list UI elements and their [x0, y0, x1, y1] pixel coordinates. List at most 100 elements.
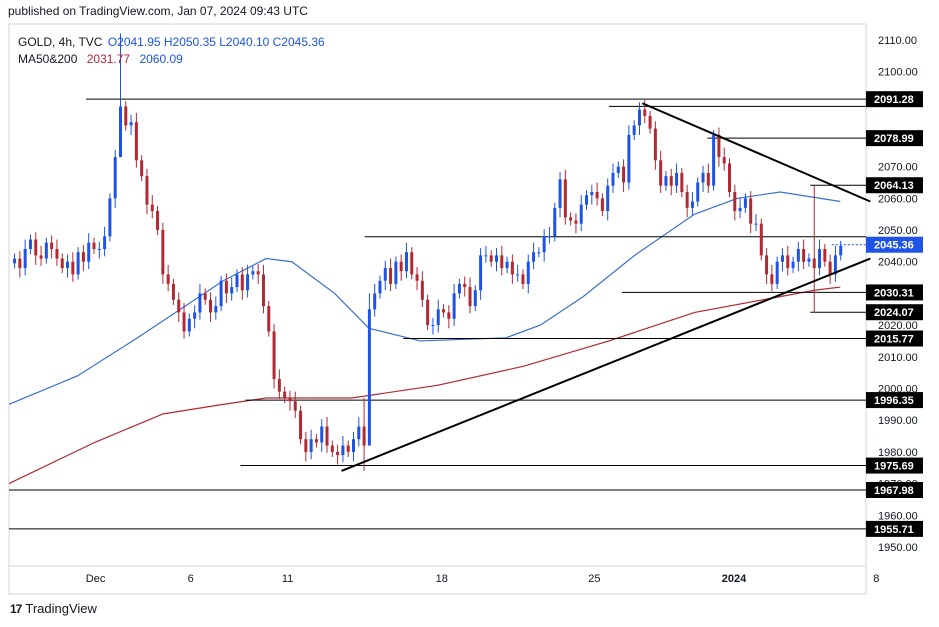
ma-legend[interactable]: MA50&200 2031.77 2060.09 [18, 52, 183, 66]
level-label: 1955.71 [874, 524, 914, 536]
candle-body [516, 274, 520, 276]
candle-body [314, 439, 318, 443]
y-tick-label: 1960.00 [878, 510, 918, 522]
trendlines [341, 102, 871, 472]
candle-body [653, 128, 657, 161]
level-label: 2078.99 [874, 133, 914, 145]
candle-body [161, 230, 165, 275]
candle-body [325, 426, 329, 446]
level-badge [866, 330, 923, 347]
current-price-badge [866, 236, 923, 253]
level-badge [866, 130, 923, 147]
ma200-value: 2031.77 [86, 52, 131, 66]
candle-body [463, 283, 467, 288]
candle-body [828, 261, 832, 275]
candle-body [357, 426, 361, 440]
y-tick-label: 2110.00 [878, 35, 917, 47]
symbol-label: GOLD, 4h, TVC [18, 35, 103, 49]
candle-body [590, 191, 594, 196]
level-badge [866, 481, 923, 498]
candle-body [389, 268, 393, 284]
candle-body [404, 252, 408, 272]
candle-body [219, 280, 223, 307]
candle-body [209, 299, 213, 313]
candle-body [675, 172, 679, 186]
candle-body [124, 106, 128, 126]
level-label: 2030.31 [874, 287, 914, 299]
candle-body [113, 157, 117, 199]
level-label: 2064.13 [874, 180, 914, 192]
candle-body [420, 280, 424, 300]
candle-body [288, 398, 292, 402]
x-tick-label: 18 [436, 573, 448, 585]
tradingview-footer[interactable]: 17 TradingView [10, 601, 97, 616]
candle-body [669, 176, 673, 186]
candle-body [759, 223, 763, 256]
candle-body [627, 134, 631, 183]
candle-body [182, 312, 186, 332]
y-tick-label: 1950.00 [878, 542, 918, 554]
candle-body [415, 274, 419, 281]
candle-body [92, 242, 96, 250]
level-badge [866, 177, 923, 194]
x-tick-label: Dec [86, 573, 106, 585]
level-label: 1996.35 [874, 395, 914, 407]
candle-body [309, 439, 313, 452]
x-tick-label: 2024 [722, 573, 747, 585]
candle-body [129, 122, 133, 126]
y-tick-label: 2010.00 [878, 352, 918, 364]
candle-body [712, 134, 716, 186]
plot-area [8, 23, 867, 595]
y-tick-label: 2040.00 [878, 257, 918, 269]
candle-body [648, 115, 652, 129]
candle-body [833, 255, 837, 275]
candle-body [574, 220, 578, 224]
candle-body [410, 252, 414, 275]
candle-body [733, 191, 737, 212]
candle-body [510, 261, 514, 275]
candle-body [569, 217, 573, 221]
current-price-label: 2045.36 [874, 240, 914, 252]
candle-body [717, 134, 721, 158]
candle-body [616, 166, 620, 173]
y-tick-label: 1990.00 [878, 415, 918, 427]
level-label: 1975.69 [874, 461, 914, 473]
y-tick-label: 2050.00 [878, 225, 918, 237]
candle-body [600, 198, 604, 212]
candle-body [659, 160, 663, 186]
candle-body [66, 261, 70, 269]
candle-body [224, 280, 228, 294]
tradingview-brand: TradingView [25, 601, 97, 616]
candle-body [214, 306, 218, 313]
candle-body [818, 249, 822, 269]
candle-body [542, 236, 546, 253]
candle-body [261, 274, 265, 307]
symbol-legend[interactable]: GOLD, 4h, TVC O2041.95 H2050.35 L2040.10… [18, 35, 325, 49]
candle-body [267, 306, 271, 332]
candle-body [484, 255, 488, 257]
candle-body [558, 179, 562, 208]
candle-body [791, 261, 795, 269]
candle-body [500, 255, 504, 269]
candle-body [320, 426, 324, 443]
candle-body [13, 258, 17, 264]
candle-body [436, 309, 440, 326]
candle-body [140, 160, 144, 177]
candle-body [479, 255, 483, 291]
candle-body [346, 445, 350, 452]
candle-body [304, 439, 308, 452]
candle-body [299, 410, 303, 440]
candle-body [447, 312, 451, 319]
x-tick-label: 8 [873, 573, 879, 585]
candle-body [134, 122, 138, 161]
y-tick-label: 2070.00 [878, 162, 918, 174]
candle-body [71, 261, 75, 275]
x-tick-label: 11 [282, 573, 293, 585]
candle-body [706, 172, 710, 186]
candle-body [722, 157, 726, 164]
candle-body [770, 274, 774, 284]
candle-body [34, 239, 38, 256]
ma50-value: 2060.09 [139, 52, 183, 66]
candle-body [579, 204, 583, 224]
